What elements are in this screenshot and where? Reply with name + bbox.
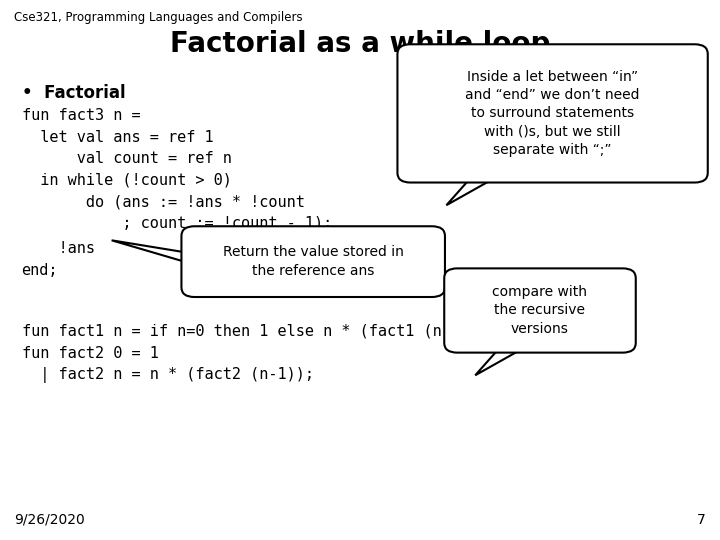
Text: Cse321, Programming Languages and Compilers: Cse321, Programming Languages and Compil… <box>14 11 303 24</box>
Text: in while (!count > 0): in while (!count > 0) <box>22 173 231 188</box>
Text: Inside a let between “in”
and “end” we don’t need
to surround statements
with (): Inside a let between “in” and “end” we d… <box>465 70 640 157</box>
FancyBboxPatch shape <box>181 226 445 297</box>
Polygon shape <box>112 240 194 265</box>
Text: val count = ref n: val count = ref n <box>22 151 231 166</box>
Polygon shape <box>446 173 504 205</box>
Text: 9/26/2020: 9/26/2020 <box>14 512 85 526</box>
Text: ; count := !count - 1);: ; count := !count - 1); <box>22 216 332 231</box>
Text: | fact2 n = n * (fact2 (n-1));: | fact2 n = n * (fact2 (n-1)); <box>22 367 314 383</box>
Text: let val ans = ref 1: let val ans = ref 1 <box>22 130 213 145</box>
Text: end;: end; <box>22 263 58 278</box>
Text: 7: 7 <box>697 512 706 526</box>
Text: !ans: !ans <box>22 241 94 256</box>
Text: fun fact2 0 = 1: fun fact2 0 = 1 <box>22 346 158 361</box>
FancyBboxPatch shape <box>444 268 636 353</box>
FancyBboxPatch shape <box>397 44 708 183</box>
Text: do (ans := !ans * !count: do (ans := !ans * !count <box>22 194 305 210</box>
Text: Factorial as a while loop: Factorial as a while loop <box>170 30 550 58</box>
Polygon shape <box>475 343 533 375</box>
Text: fun fact3 n =: fun fact3 n = <box>22 108 140 123</box>
Text: •  Factorial: • Factorial <box>22 84 125 102</box>
Text: fun fact1 n = if n=0 then 1 else n * (fact1 (n-1));: fun fact1 n = if n=0 then 1 else n * (fa… <box>22 324 487 339</box>
Text: Return the value stored in
the reference ans: Return the value stored in the reference… <box>222 245 404 278</box>
Text: compare with
the recursive
versions: compare with the recursive versions <box>492 285 588 336</box>
